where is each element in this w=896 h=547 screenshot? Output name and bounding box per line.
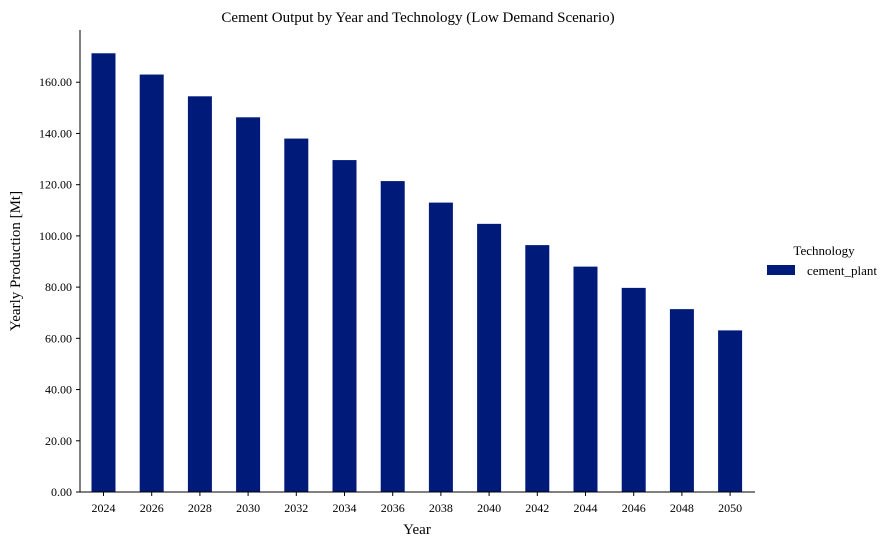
bar-2030 bbox=[236, 117, 261, 492]
x-tick-label: 2028 bbox=[188, 501, 212, 515]
bar-2028 bbox=[187, 96, 212, 492]
y-tick-label: 40.00 bbox=[45, 383, 72, 397]
y-tick-label: 100.00 bbox=[39, 229, 72, 243]
bar-2024 bbox=[91, 53, 116, 492]
bars bbox=[91, 53, 743, 493]
bar-2036 bbox=[380, 181, 405, 492]
x-tick-label: 2044 bbox=[574, 501, 598, 515]
y-tick-label: 0.00 bbox=[51, 485, 72, 499]
legend-title: Technology bbox=[793, 243, 855, 258]
x-tick-label: 2040 bbox=[477, 501, 501, 515]
bar-2048 bbox=[669, 309, 694, 492]
y-tick-label: 140.00 bbox=[39, 126, 72, 140]
x-axis-label: Year bbox=[403, 522, 431, 538]
y-tick-label: 60.00 bbox=[45, 331, 72, 345]
y-tick-label: 160.00 bbox=[39, 75, 72, 89]
y-tick-label: 120.00 bbox=[39, 178, 72, 192]
bar-2040 bbox=[477, 223, 502, 492]
y-axis-label: Yearly Production [Mt] bbox=[8, 191, 24, 331]
legend: Technology cement_plant bbox=[767, 243, 877, 278]
x-tick-label: 2042 bbox=[525, 501, 549, 515]
x-tick-label: 2026 bbox=[140, 501, 164, 515]
x-tick-label: 2032 bbox=[284, 501, 308, 515]
y-axis-ticks: 0.00 20.00 40.00 60.00 80.00 100.00 120.00 140.… bbox=[39, 75, 80, 499]
legend-label-cement-plant: cement_plant bbox=[807, 263, 877, 278]
bar-2032 bbox=[284, 138, 309, 493]
x-tick-label: 2048 bbox=[670, 501, 694, 515]
bar-2044 bbox=[573, 266, 598, 492]
x-tick-label: 2050 bbox=[718, 501, 742, 515]
x-tick-label: 2046 bbox=[622, 501, 646, 515]
bar-2038 bbox=[428, 202, 453, 492]
x-tick-label: 2034 bbox=[333, 501, 357, 515]
y-tick-label: 20.00 bbox=[45, 434, 72, 448]
x-tick-label: 2036 bbox=[381, 501, 405, 515]
bar-2050 bbox=[718, 330, 743, 492]
y-tick-label: 80.00 bbox=[45, 280, 72, 294]
bar-2046 bbox=[621, 287, 646, 492]
chart-title: Cement Output by Year and Technology (Lo… bbox=[221, 10, 614, 26]
bar-2026 bbox=[139, 74, 164, 493]
x-axis-ticks: 2024 2026 2028 2030 2032 2034 2036 2038 2040 2042… bbox=[92, 492, 742, 515]
legend-swatch-cement-plant bbox=[767, 265, 795, 275]
x-tick-label: 2038 bbox=[429, 501, 453, 515]
bar-2034 bbox=[332, 160, 357, 492]
x-tick-label: 2030 bbox=[236, 501, 260, 515]
x-tick-label: 2024 bbox=[92, 501, 116, 515]
bar-2042 bbox=[525, 245, 550, 492]
